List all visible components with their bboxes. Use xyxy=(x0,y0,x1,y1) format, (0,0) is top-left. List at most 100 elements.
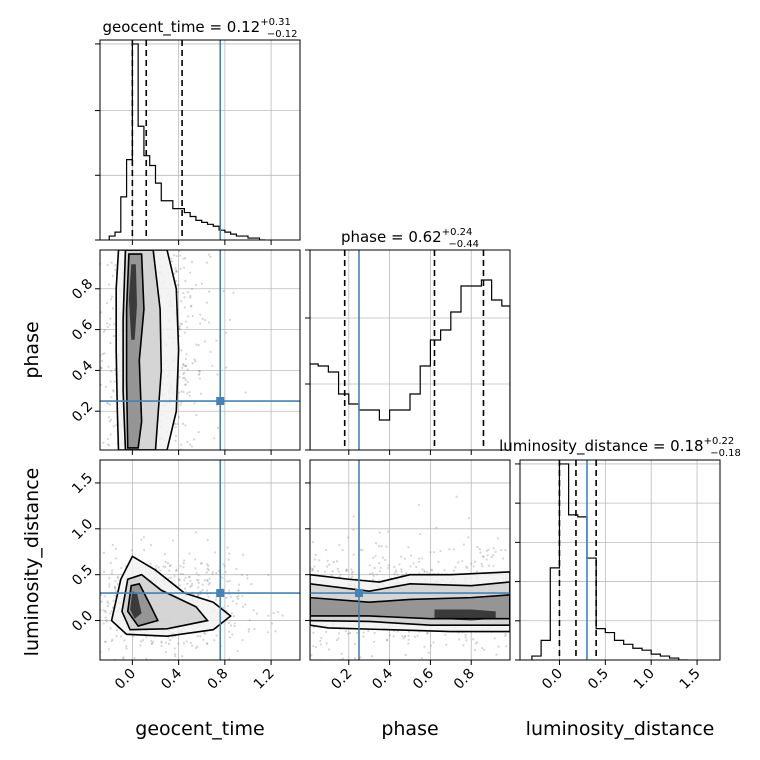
sample-point xyxy=(155,564,158,568)
sample-point xyxy=(174,439,177,442)
sample-point xyxy=(473,560,477,563)
sample-point xyxy=(97,378,99,380)
sample-point xyxy=(196,578,199,581)
axes-frame xyxy=(99,459,301,661)
sample-point xyxy=(272,612,275,615)
sample-point xyxy=(340,652,343,655)
sample-point xyxy=(107,648,111,651)
sample-point xyxy=(93,392,95,394)
contour-line-2 xyxy=(310,594,510,620)
sample-point xyxy=(437,560,440,564)
sample-point xyxy=(167,636,170,639)
sample-point xyxy=(104,616,107,619)
contour-line-1 xyxy=(122,250,163,450)
sample-point xyxy=(112,390,115,393)
sample-point xyxy=(190,584,193,587)
sample-point xyxy=(141,683,143,685)
sample-point xyxy=(416,634,419,638)
sample-point xyxy=(150,639,153,643)
sample-point xyxy=(140,538,143,541)
sample-point xyxy=(201,583,204,586)
sample-point xyxy=(215,572,218,575)
sample-point xyxy=(227,589,231,592)
ylabel-phase: phase xyxy=(21,321,43,378)
sample-point xyxy=(92,322,94,324)
hist-bar xyxy=(400,410,410,450)
sample-point xyxy=(345,569,348,573)
hist-bar xyxy=(318,366,328,450)
sample-point xyxy=(187,315,190,318)
sample-point xyxy=(43,648,45,650)
sample-point xyxy=(190,305,193,308)
sample-point xyxy=(179,300,183,303)
sample-point xyxy=(314,645,318,649)
sample-point xyxy=(168,660,170,662)
sample-point xyxy=(197,579,200,582)
sample-point xyxy=(108,323,111,326)
sample-point xyxy=(412,562,415,565)
sample-point xyxy=(106,605,109,608)
sample-point xyxy=(109,627,112,630)
hist-bar xyxy=(569,515,578,660)
sample-point xyxy=(92,311,94,313)
sample-point xyxy=(208,577,211,580)
sample-point xyxy=(179,267,182,270)
sample-point xyxy=(372,574,375,577)
sample-point xyxy=(241,594,244,597)
sample-point xyxy=(181,573,185,576)
sample-point xyxy=(169,564,172,567)
hist-bar xyxy=(614,640,623,660)
sample-point xyxy=(108,403,111,406)
sample-point xyxy=(142,536,145,539)
sample-point xyxy=(396,630,399,633)
density-geocent-time-luminosity-distance xyxy=(43,460,300,685)
sample-point xyxy=(481,555,484,558)
sample-point xyxy=(378,562,381,565)
sample-point xyxy=(235,595,239,599)
hist-bar xyxy=(132,44,138,240)
sample-point xyxy=(175,255,178,258)
sample-point xyxy=(80,594,82,596)
sample-point xyxy=(181,363,185,366)
sample-point xyxy=(123,639,126,642)
hist-bar xyxy=(369,410,379,450)
title-geocent-time: geocent_time = 0.12+0.31 −0.12 xyxy=(102,17,297,40)
sample-point xyxy=(439,549,442,553)
sample-point xyxy=(483,648,486,651)
sample-point xyxy=(205,571,208,574)
sample-point xyxy=(404,635,407,638)
axes-frame xyxy=(519,459,721,661)
hist-step-line xyxy=(310,279,510,450)
sample-point xyxy=(404,653,407,657)
sample-point xyxy=(111,307,115,310)
sample-point xyxy=(207,583,210,586)
sample-point xyxy=(337,570,341,573)
sample-point xyxy=(186,582,189,585)
sample-point xyxy=(399,555,403,558)
truth-marker xyxy=(216,589,225,598)
hist-bar xyxy=(155,183,161,240)
sample-point xyxy=(455,495,458,498)
sample-point xyxy=(112,599,115,602)
sample-point xyxy=(151,642,154,645)
title-geocent-time-minus: −0.12 xyxy=(267,29,298,40)
sample-point xyxy=(176,422,179,426)
sample-point xyxy=(109,298,113,301)
sample-point xyxy=(497,645,500,648)
sample-point xyxy=(81,427,83,429)
sample-point xyxy=(185,320,188,323)
y-tick-label: 0.8 xyxy=(69,276,96,303)
sample-point xyxy=(194,283,198,286)
sample-point xyxy=(150,642,153,645)
contour-line-0 xyxy=(115,250,180,450)
sample-point xyxy=(311,568,314,571)
sample-point xyxy=(183,364,186,368)
sample-point xyxy=(199,562,203,565)
sample-point xyxy=(182,390,185,394)
sample-point xyxy=(474,642,478,645)
sample-point xyxy=(112,334,116,338)
sample-point xyxy=(180,322,184,326)
sample-point xyxy=(81,393,83,395)
sample-point xyxy=(103,328,106,332)
sample-point xyxy=(40,435,42,437)
